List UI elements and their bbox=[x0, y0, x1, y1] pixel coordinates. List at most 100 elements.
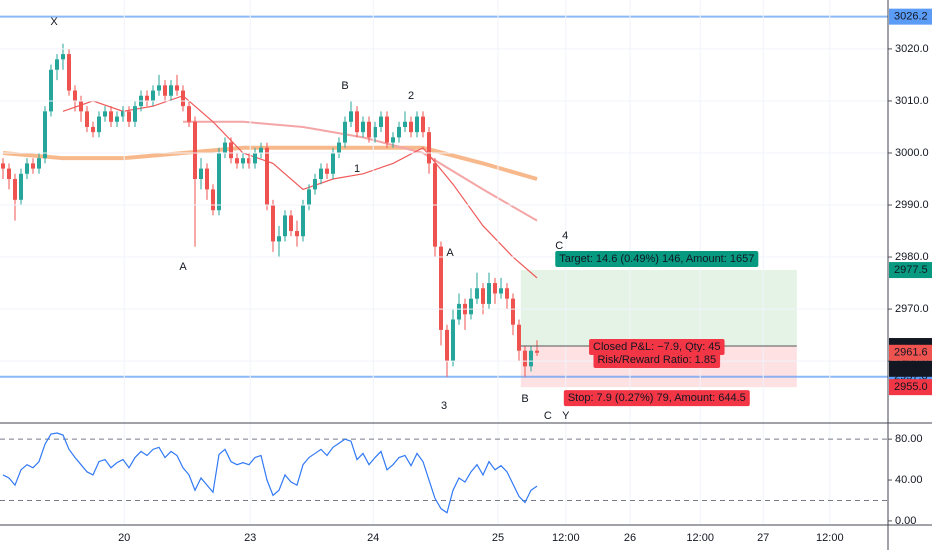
wave-label: A bbox=[179, 261, 187, 273]
wave-label: Y bbox=[562, 410, 570, 422]
candle-body bbox=[49, 69, 53, 112]
countdown-bg bbox=[889, 360, 932, 377]
candle-body bbox=[325, 168, 329, 174]
candle-body bbox=[223, 142, 227, 153]
wave-label: B bbox=[341, 80, 348, 92]
candle-body bbox=[61, 54, 65, 60]
candle-body bbox=[517, 324, 521, 351]
price-tag-label: 2977.5 bbox=[894, 264, 928, 276]
candle-body bbox=[187, 106, 191, 122]
price-tag-label: 3026.2 bbox=[894, 11, 928, 23]
position-label-bg bbox=[555, 251, 759, 268]
candle-body bbox=[67, 54, 71, 91]
candle-body bbox=[421, 116, 425, 133]
candle-body bbox=[205, 168, 209, 190]
position-label-bg bbox=[593, 352, 721, 369]
candle-body bbox=[319, 168, 323, 179]
candle-body bbox=[19, 173, 23, 200]
candle-body bbox=[43, 111, 47, 159]
target-zone bbox=[520, 270, 797, 347]
candle-body bbox=[445, 329, 449, 362]
candle-body bbox=[79, 100, 83, 112]
candle-body bbox=[409, 121, 413, 133]
y-tick-label: 80.00 bbox=[895, 433, 923, 445]
position-label: Target: 14.6 (0.49%) 146, Amount: 1657 bbox=[559, 253, 754, 265]
candle-body bbox=[397, 126, 401, 138]
wave-label: A bbox=[446, 247, 454, 259]
moving-average bbox=[62, 95, 538, 279]
y-tick-label: 2990.0 bbox=[895, 199, 929, 211]
candle-body bbox=[217, 152, 221, 211]
candle-body bbox=[469, 298, 473, 315]
candle-body bbox=[175, 85, 179, 91]
candle-body bbox=[1, 163, 5, 169]
y-tick-label: 3020.0 bbox=[895, 43, 929, 55]
x-tick-label: 24 bbox=[367, 532, 379, 544]
candle-body bbox=[289, 215, 293, 232]
candle-body bbox=[403, 121, 407, 127]
wave-label: 2 bbox=[408, 90, 414, 102]
candle-body bbox=[31, 163, 35, 169]
x-tick-label: 12:00 bbox=[552, 532, 580, 544]
y-tick-label: 0.00 bbox=[895, 515, 916, 527]
candle-body bbox=[73, 90, 77, 101]
x-tick-label: 12:00 bbox=[686, 532, 714, 544]
candle-body bbox=[367, 121, 371, 138]
candle-body bbox=[391, 137, 395, 143]
candle-body bbox=[199, 168, 203, 179]
candle-body bbox=[535, 350, 539, 353]
candle-body bbox=[247, 158, 251, 164]
position-label: Closed P&L: −7.9, Qty: 45 bbox=[593, 341, 721, 353]
candle-body bbox=[169, 85, 173, 96]
main-pane bbox=[0, 15, 888, 388]
candle-body bbox=[235, 158, 239, 164]
x-tick-label: 26 bbox=[624, 532, 636, 544]
y-tick-label: 2980.0 bbox=[895, 251, 929, 263]
candle-body bbox=[523, 350, 527, 367]
candle-body bbox=[457, 303, 461, 320]
candle-body bbox=[499, 288, 503, 294]
candle-body bbox=[373, 126, 377, 138]
candle-body bbox=[13, 178, 17, 200]
y-tick-label: 3000.0 bbox=[895, 147, 929, 159]
candle-body bbox=[151, 90, 155, 101]
candle-body bbox=[283, 215, 287, 237]
price-tag bbox=[889, 262, 932, 279]
candle-body bbox=[331, 152, 335, 174]
x-tick-label: 27 bbox=[757, 532, 769, 544]
candle-body bbox=[343, 121, 347, 143]
candle-body bbox=[427, 132, 431, 164]
candle-body bbox=[511, 298, 515, 325]
position-label: Stop: 7.9 (0.27%) 79, Amount: 644.5 bbox=[568, 392, 746, 404]
candle-body bbox=[337, 142, 341, 153]
candle-body bbox=[505, 288, 509, 299]
wave-label: C bbox=[555, 240, 563, 252]
position-label-bg bbox=[563, 390, 750, 407]
candle-body bbox=[181, 90, 185, 107]
candle-body bbox=[439, 246, 443, 330]
x-tick-label: 12:00 bbox=[816, 532, 844, 544]
price-tag bbox=[889, 379, 932, 396]
candle-body bbox=[307, 189, 311, 206]
candle-body bbox=[25, 163, 29, 174]
price-tag bbox=[889, 8, 932, 25]
x-tick-label: 23 bbox=[244, 532, 256, 544]
candle-body bbox=[493, 283, 497, 294]
x-tick-label: 25 bbox=[492, 532, 504, 544]
y-tick-label: 2970.0 bbox=[895, 303, 929, 315]
position-label: Risk/Reward Ratio: 1.85 bbox=[597, 354, 716, 366]
rsi-line bbox=[2, 432, 538, 514]
candle-body bbox=[451, 319, 455, 362]
candle-body bbox=[115, 116, 119, 122]
wave-label: C bbox=[544, 410, 552, 422]
candle-body bbox=[127, 111, 131, 122]
candle-body bbox=[355, 111, 359, 133]
candle-body bbox=[487, 283, 491, 304]
candle-body bbox=[7, 168, 11, 179]
candle-body bbox=[145, 95, 149, 101]
candle-body bbox=[37, 158, 41, 169]
candle-body bbox=[265, 147, 269, 206]
candle-body bbox=[121, 111, 125, 117]
candle-body bbox=[379, 116, 383, 127]
